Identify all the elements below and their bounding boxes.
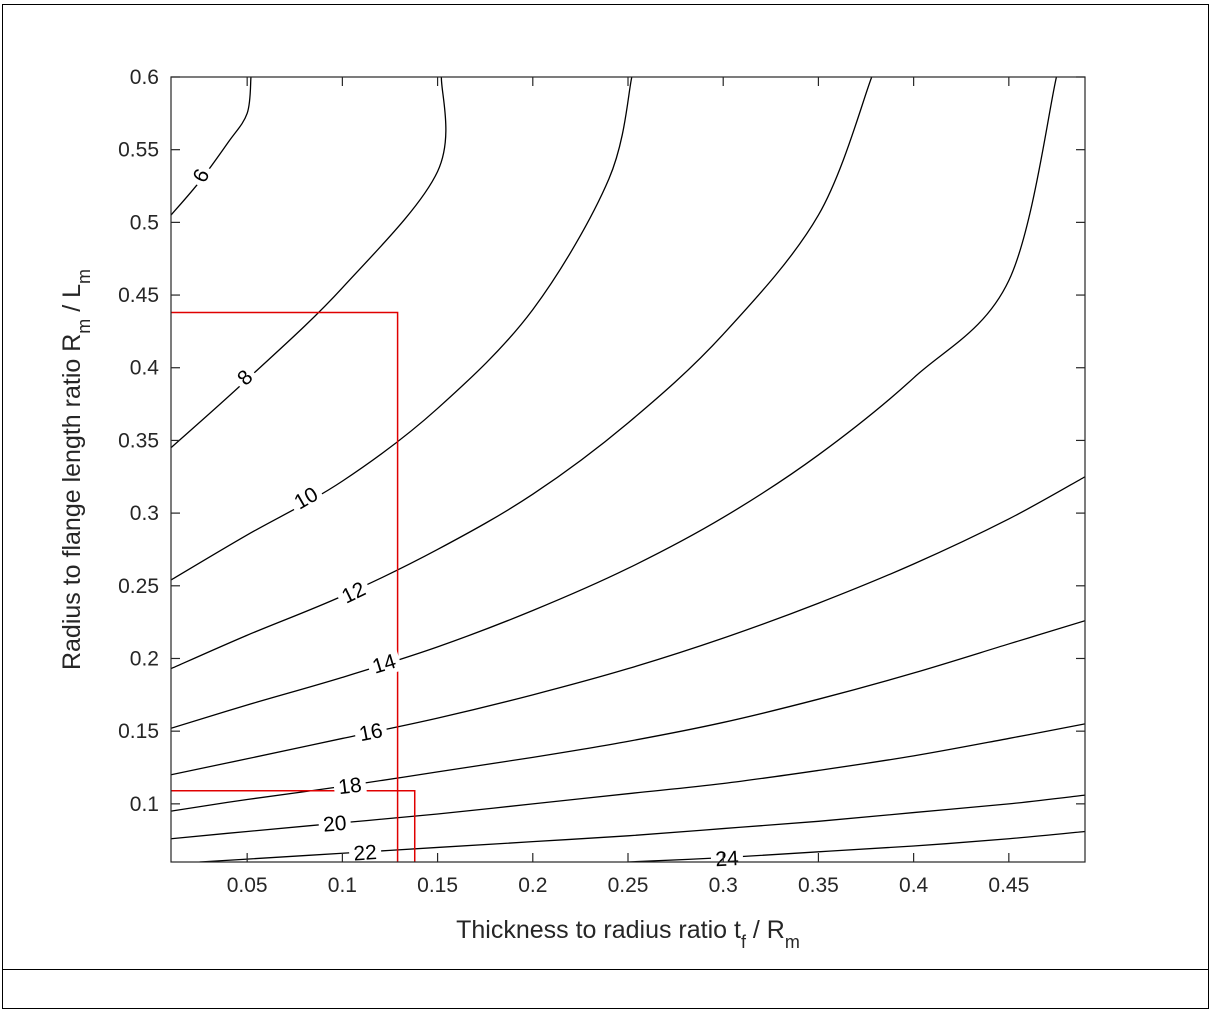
contour-label-text: 18: [337, 774, 363, 800]
contour-label-bg: [353, 718, 389, 747]
contour-line-22: [199, 794, 1085, 862]
contour-label-18: 18: [332, 773, 368, 800]
y-tick-label: 0.4: [130, 357, 160, 380]
x-axis-title: Thickness to radius ratio tf / Rm: [456, 916, 800, 952]
contour-label-bg: [317, 811, 352, 837]
contour-label-bg: [348, 841, 382, 866]
x-tick-label: 0.35: [798, 874, 839, 897]
y-tick-label: 0.15: [118, 720, 159, 743]
y-axis: 0.1 0.15 0.2 0.25 0.3 0.35 0.4 0.45 0.5 0.55 0.6: [118, 66, 1085, 816]
contour-label-bg: [187, 161, 216, 190]
y-tick-label: 0.45: [118, 284, 159, 307]
contour-label-bg: [334, 576, 374, 610]
figure-frame: [2, 4, 1209, 1009]
contour-label-20: 20: [317, 811, 352, 837]
contour-label-text: 24: [715, 847, 740, 871]
x-tick-label: 0.1: [328, 874, 357, 897]
highlight-box-2: [171, 790, 416, 862]
plot-area: [171, 77, 1085, 862]
contour-label-24: 24: [710, 847, 744, 871]
y-tick-label: 0.2: [130, 647, 159, 670]
y-tick-label: 0.55: [118, 139, 159, 162]
figure-divider: [2, 969, 1209, 970]
contour-label-16: 16: [353, 718, 389, 747]
contour-lines: [171, 77, 1085, 862]
contour-label-bg: [365, 649, 403, 680]
y-tick-label: 0.5: [130, 211, 159, 234]
contour-label-text: 16: [357, 719, 384, 746]
contour-line-18: [171, 620, 1085, 812]
x-tick-label: 0.45: [988, 874, 1029, 897]
y-tick-label: 0.35: [118, 429, 159, 452]
y-tick-label: 0.1: [130, 793, 159, 816]
contour-line-14: [171, 77, 1058, 729]
highlight-box-1: [171, 311, 399, 862]
y-tick-label: 0.3: [130, 502, 159, 525]
contour-line-16: [171, 476, 1085, 776]
x-tick-label: 0.15: [417, 874, 458, 897]
x-tick-label: 0.2: [518, 874, 547, 897]
x-tick-label: 0.3: [709, 874, 738, 897]
contour-label-6: 6: [187, 161, 216, 190]
y-axis-title: Radius to flange length ratio Rm / Lm: [58, 269, 94, 670]
contour-line-12: [171, 77, 873, 670]
x-axis: 0.05 0.1 0.15 0.2 0.25 0.3 0.35 0.4 0.45: [227, 77, 1029, 897]
x-tick-label: 0.05: [227, 874, 268, 897]
contour-line-8: [171, 77, 447, 449]
contour-label-bg: [332, 773, 368, 800]
x-tick-label: 0.25: [608, 874, 649, 897]
x-tick-label: 0.4: [899, 874, 929, 897]
contour-label-text: 20: [322, 812, 347, 837]
contour-label-bg: [286, 481, 326, 517]
y-tick-label: 0.25: [118, 575, 159, 598]
y-tick-label: 0.6: [130, 66, 159, 89]
contour-label-bg: [710, 847, 744, 871]
contour-line-6: [171, 77, 252, 216]
contour-label-bg: [230, 363, 261, 393]
contour-line-10: [171, 77, 633, 581]
highlight-boxes: [171, 311, 416, 862]
